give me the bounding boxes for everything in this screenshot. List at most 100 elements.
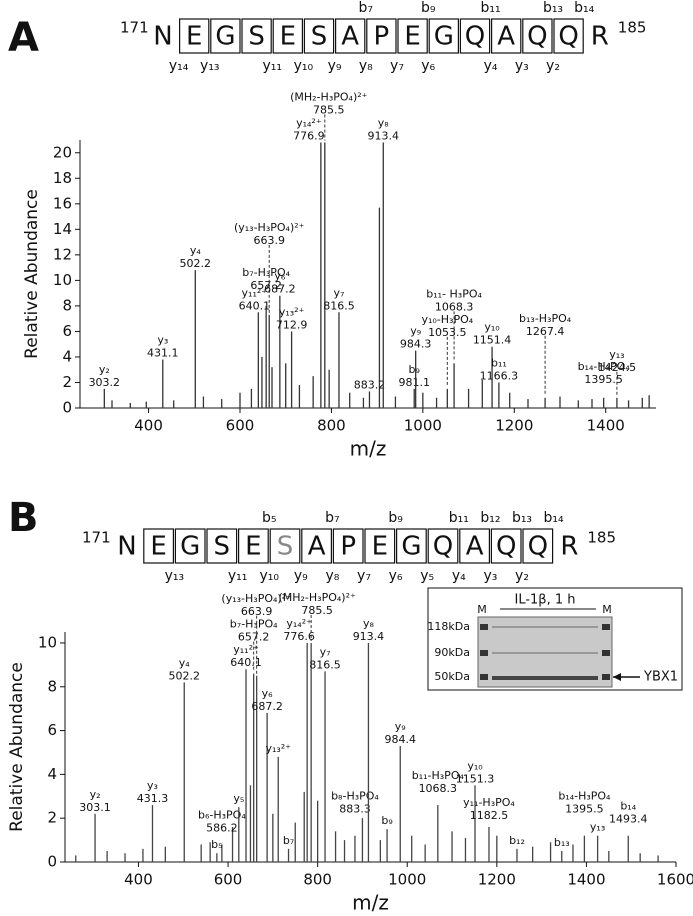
peak-mz-label: 785.5 (301, 604, 333, 617)
x-tick-label: 1200 (478, 871, 516, 889)
peak-mz-label: 663.9 (253, 234, 285, 247)
y-tick-label: 10 (38, 633, 57, 651)
x-tick-label: 1200 (495, 417, 533, 435)
residue: G (215, 22, 235, 52)
peak-mz-label: 586.2 (206, 821, 238, 834)
residue-box (553, 18, 584, 54)
peak-mz-label: 1267.4 (526, 325, 565, 338)
peak-mz-label: 431.1 (147, 347, 179, 360)
residue-box (272, 18, 304, 54)
y-ion: y₈ (359, 58, 373, 74)
b-ion: b₁₄ (544, 510, 564, 526)
residue: P (374, 22, 390, 52)
x-tick-label: 1000 (404, 417, 442, 435)
peak-ion-label: b₁₄-H₃PO₄ (558, 790, 611, 803)
sequence-start: 171 (120, 19, 149, 37)
peak-mz-label: 502.2 (180, 257, 212, 270)
b-ion: b₁₃ (512, 510, 532, 526)
peak-ion-label: y₁₄²⁺ (286, 617, 312, 630)
residue: E (404, 22, 420, 52)
peak-mz-label: 816.5 (309, 658, 341, 671)
peak-ion-label: y₃ (147, 779, 158, 792)
residue: G (434, 22, 454, 52)
residue: E (245, 532, 261, 562)
peak-mz-label: 502.2 (168, 669, 200, 682)
peak-ion-label: b₁₂ (509, 834, 525, 847)
peak-ion-label: y₁₃²⁺ (265, 742, 291, 755)
peak-mz-label: 776.9 (293, 130, 325, 143)
lane-band (492, 652, 598, 654)
residue: S (214, 532, 231, 562)
peak-ion-label: b₁₃ (554, 836, 570, 849)
residue-box (522, 18, 553, 54)
panel-label: B (8, 495, 39, 541)
lane-marker: M (602, 603, 612, 616)
marker-band (602, 650, 610, 656)
residue-box (490, 528, 522, 564)
y-tick-label: 6 (47, 721, 57, 739)
peak-ion-label: (MH₂-H₃PO₄)²⁺ (278, 591, 356, 604)
peak-mz-label: 1424.5 (598, 361, 637, 374)
residue: Q (433, 532, 453, 562)
x-tick-label: 1400 (587, 417, 625, 435)
residue: S (277, 532, 294, 562)
peak-mz-label: 687.2 (264, 283, 296, 296)
residue: A (341, 22, 359, 52)
peak-ion-label: y₃ (157, 334, 168, 347)
peak-ion-label: y₁₀ (484, 321, 500, 334)
peak-ion-label: y₁₀ (467, 759, 483, 772)
peak-ion-label: (y₁₃-H₃PO₄)²⁺ (221, 592, 292, 605)
y-ion: y₁₀ (294, 58, 314, 74)
peak-mz-label: 1182.5 (470, 809, 509, 822)
peak-ion-label: b₇ (283, 834, 294, 847)
x-tick-label: 600 (226, 417, 255, 435)
y-ion: y₃ (483, 568, 497, 584)
y-tick-label: 18 (53, 169, 72, 187)
peak-ion-label: y₁₁²⁺ (233, 643, 259, 656)
peak-mz-label: 883.3 (339, 803, 371, 816)
marker-band (480, 650, 488, 656)
residue: A (308, 532, 326, 562)
peak-mz-label: 913.4 (353, 630, 385, 643)
b-ion: b₇ (325, 510, 340, 526)
x-tick-label: 400 (124, 871, 153, 889)
residue-box (241, 18, 272, 54)
y-tick-label: 16 (53, 194, 72, 212)
y-tick-label: 2 (47, 809, 57, 827)
peak-ion-label: b₁₄ (620, 800, 636, 813)
x-tick-label: 400 (134, 417, 163, 435)
sequence-start: 171 (82, 529, 111, 547)
residue: Q (558, 22, 578, 52)
residue-box (143, 528, 175, 564)
peak-ion-label: b₁₁- H₃PO₄ (426, 287, 482, 300)
residue-box (397, 18, 428, 54)
y-ion: y₁₁ (262, 58, 282, 74)
residue: S (311, 22, 328, 52)
y-tick-label: 0 (47, 853, 57, 871)
peak-mz-label: 785.5 (313, 104, 345, 117)
peak-mz-label: 1395.5 (584, 373, 623, 386)
inset-title: IL-1β, 1 h (514, 593, 575, 608)
peak-mz-label: 776.6 (283, 630, 315, 643)
residue: E (186, 22, 202, 52)
y-ion: y₂ (546, 58, 560, 74)
peak-ion-label: b₁₄-H₃PO₄ (578, 360, 631, 373)
residue-box (238, 528, 269, 564)
residue-box (303, 18, 335, 54)
peak-ion-label: y₈ (363, 617, 375, 630)
residue: S (248, 22, 265, 52)
residue-box (206, 528, 238, 564)
residue-box (364, 528, 396, 564)
peak-ion-label: y₈ (378, 117, 390, 130)
peak-ion-label: y₂ (99, 363, 110, 376)
marker-label: 50kDa (434, 670, 470, 683)
peak-ion-label: b₅ (211, 838, 222, 851)
y-tick-label: 0 (62, 399, 72, 417)
residue: G (401, 532, 421, 562)
y-tick-label: 14 (53, 220, 72, 238)
peak-ion-label: y₅ (233, 792, 244, 805)
y-ion: y₁₀ (259, 568, 279, 584)
residue: E (150, 532, 166, 562)
b-ion: b₁₃ (543, 0, 563, 16)
